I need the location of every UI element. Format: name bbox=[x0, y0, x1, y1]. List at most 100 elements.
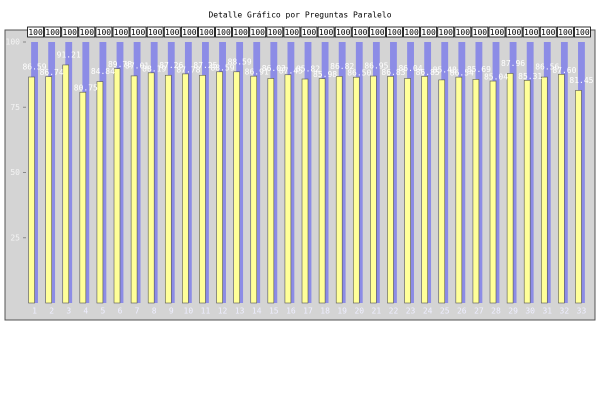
x-tick-label: 12 bbox=[218, 307, 228, 316]
bar bbox=[301, 78, 309, 304]
x-tick-label: 20 bbox=[354, 307, 364, 316]
y-tick-label: 50 bbox=[10, 168, 20, 177]
bar bbox=[182, 73, 189, 304]
bar bbox=[216, 71, 223, 304]
bar bbox=[284, 74, 292, 304]
value-label: 100 bbox=[199, 28, 214, 37]
value-label-box bbox=[437, 26, 455, 38]
value-label: 85.48 bbox=[433, 65, 457, 74]
value-label: 100 bbox=[558, 28, 573, 37]
value-label: 86.82 bbox=[330, 62, 354, 71]
value-label: 80.75 bbox=[74, 84, 98, 93]
bar bbox=[28, 76, 35, 304]
value-label: 86.03 bbox=[262, 64, 286, 73]
x-tick-label: 11 bbox=[201, 307, 211, 316]
value-label: 86.54 bbox=[450, 69, 474, 78]
value-label-box bbox=[180, 26, 198, 38]
x-tick-label: 10 bbox=[184, 307, 194, 316]
x-tick-label: 16 bbox=[286, 307, 296, 316]
value-label-box bbox=[403, 26, 420, 38]
value-label: 100 bbox=[541, 28, 556, 37]
value-label: 100 bbox=[80, 28, 95, 37]
value-label: 100 bbox=[182, 28, 197, 37]
x-tick-label: 26 bbox=[457, 307, 467, 316]
y-tick-label: 25 bbox=[10, 233, 20, 242]
value-label: 100 bbox=[233, 28, 248, 37]
bar bbox=[506, 73, 514, 304]
value-label: 100 bbox=[575, 28, 590, 37]
bar bbox=[472, 79, 480, 304]
x-tick-label: 5 bbox=[100, 307, 105, 316]
bar bbox=[164, 74, 172, 304]
value-label: 85.31 bbox=[518, 72, 542, 81]
bar bbox=[438, 79, 446, 304]
value-label: 100 bbox=[473, 28, 488, 37]
x-tick-label: 6 bbox=[118, 307, 123, 316]
value-label-box bbox=[61, 26, 79, 38]
bar bbox=[96, 81, 104, 304]
bar bbox=[233, 71, 240, 304]
value-label-box bbox=[146, 26, 164, 38]
value-label: 100 bbox=[251, 28, 266, 37]
value-label: 100 bbox=[353, 28, 368, 37]
bar bbox=[387, 76, 394, 304]
bar bbox=[489, 80, 497, 304]
value-label: 100 bbox=[148, 28, 163, 37]
x-tick-label: 9 bbox=[169, 307, 174, 316]
value-label: 100 bbox=[524, 28, 539, 37]
value-label: 85.04 bbox=[484, 73, 508, 82]
bar bbox=[370, 75, 377, 304]
bar bbox=[45, 76, 52, 304]
value-label-box bbox=[198, 26, 215, 38]
value-label: 100 bbox=[319, 28, 334, 37]
x-tick-label: 31 bbox=[542, 307, 552, 316]
chart-title: Detalle Gráfico por Preguntas Paralelo bbox=[208, 11, 391, 20]
value-label: 100 bbox=[165, 28, 180, 37]
value-label: 86.56 bbox=[535, 63, 559, 72]
bar bbox=[250, 75, 258, 304]
x-tick-label: 2 bbox=[49, 307, 54, 316]
value-label-box bbox=[317, 26, 335, 38]
x-tick-label: 4 bbox=[83, 307, 88, 316]
value-label: 86.85 bbox=[416, 68, 440, 77]
x-tick-label: 32 bbox=[560, 307, 570, 316]
bar bbox=[62, 64, 70, 304]
bar bbox=[455, 76, 463, 304]
value-label: 100 bbox=[114, 28, 129, 37]
bar bbox=[267, 78, 275, 304]
value-label-box bbox=[95, 26, 113, 38]
value-label-box bbox=[44, 26, 62, 38]
bar bbox=[352, 76, 360, 304]
value-label: 100 bbox=[97, 28, 112, 37]
x-tick-label: 8 bbox=[152, 307, 157, 316]
x-tick-label: 24 bbox=[423, 307, 433, 316]
bar bbox=[79, 91, 87, 304]
value-label: 86.04 bbox=[398, 64, 422, 73]
bar bbox=[199, 74, 206, 304]
x-tick-label: 1 bbox=[32, 307, 37, 316]
value-label: 86.74 bbox=[40, 68, 64, 77]
value-label: 87.25 bbox=[193, 61, 217, 70]
bar bbox=[540, 76, 548, 304]
value-label: 81.45 bbox=[569, 76, 593, 85]
x-tick-label: 30 bbox=[525, 307, 535, 316]
value-label: 87.60 bbox=[552, 66, 576, 75]
value-label: 86.95 bbox=[364, 62, 388, 71]
x-tick-label: 7 bbox=[135, 307, 140, 316]
value-label-box bbox=[215, 26, 232, 38]
value-label: 100 bbox=[28, 28, 43, 37]
bar bbox=[335, 76, 343, 304]
y-tick-label: 100 bbox=[6, 38, 21, 47]
value-label: 87.78 bbox=[176, 65, 200, 74]
value-label-box bbox=[386, 26, 403, 38]
bar bbox=[558, 74, 565, 304]
value-label: 88.59 bbox=[210, 63, 234, 72]
value-label-box bbox=[249, 26, 267, 38]
x-tick-label: 17 bbox=[303, 307, 313, 316]
value-label: 85.69 bbox=[467, 65, 491, 74]
bar bbox=[113, 68, 121, 304]
bar bbox=[421, 76, 428, 304]
x-tick-label: 25 bbox=[440, 307, 450, 316]
value-label-box bbox=[27, 26, 44, 38]
